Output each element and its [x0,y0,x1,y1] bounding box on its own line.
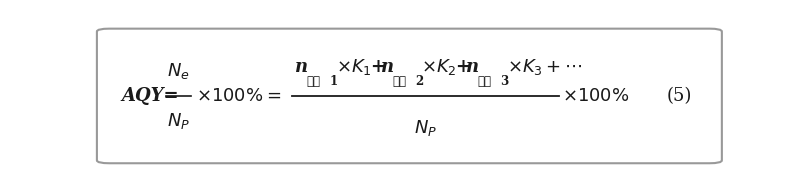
Text: n: n [466,58,479,76]
Text: 1: 1 [330,75,338,88]
Text: 产物: 产物 [392,75,406,88]
Text: n: n [295,58,309,76]
Text: $N_P$: $N_P$ [167,111,190,131]
Text: (5): (5) [667,87,692,105]
FancyBboxPatch shape [97,29,722,163]
Text: AQY=: AQY= [122,87,179,105]
Text: $\times K_2$: $\times K_2$ [421,57,457,77]
Text: $\times K_1$: $\times K_1$ [336,57,371,77]
Text: 2: 2 [415,75,423,88]
Text: $\times K_3+\cdots$: $\times K_3+\cdots$ [506,57,582,77]
Text: $\times100\%$: $\times100\%$ [562,87,630,105]
Text: $N_e$: $N_e$ [167,61,190,81]
Text: +: + [455,58,470,76]
Text: n: n [381,58,394,76]
Text: 产物: 产物 [478,75,491,88]
Text: 产物: 产物 [306,75,321,88]
Text: $N_P$: $N_P$ [414,118,437,138]
Text: +: + [370,58,385,76]
Text: $\times100\%=$: $\times100\%=$ [196,87,282,105]
Text: 3: 3 [501,75,509,88]
